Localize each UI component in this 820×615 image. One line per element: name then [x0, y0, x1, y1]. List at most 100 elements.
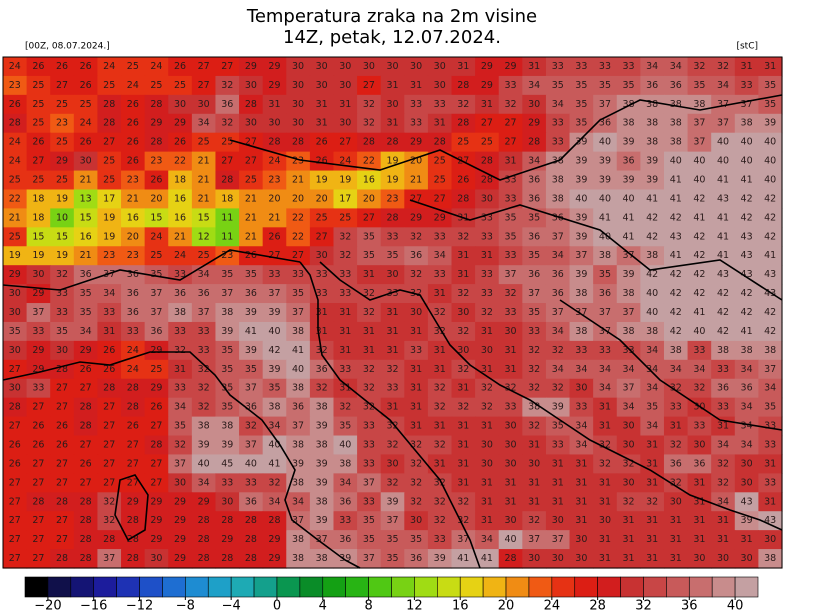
- temperature-cell: [545, 492, 571, 512]
- temperature-value: 36: [670, 458, 682, 469]
- temperature-cell: [569, 473, 594, 493]
- temperature-cell: [357, 397, 382, 418]
- temperature-cell: [215, 189, 240, 210]
- temperature-cell: [50, 113, 75, 134]
- temperature-value: 30: [245, 118, 257, 129]
- temperature-value: 42: [717, 326, 729, 337]
- temperature-cell: [333, 378, 358, 399]
- temperature-value: 21: [245, 193, 257, 204]
- temperature-value: 39: [646, 175, 658, 186]
- temperature-value: 34: [198, 477, 210, 488]
- temperature-cell: [711, 189, 736, 210]
- temperature-value: 39: [599, 175, 611, 186]
- temperature-cell: [569, 189, 594, 210]
- temperature-cell: [380, 549, 405, 569]
- temperature-value: 28: [504, 553, 516, 564]
- temperature-value: 26: [127, 137, 139, 148]
- temperature-cell: [616, 416, 641, 437]
- colorbar-swatch: [482, 576, 507, 598]
- temperature-cell: [593, 454, 618, 474]
- temperature-cell: [26, 340, 51, 361]
- temperature-value: 30: [504, 326, 516, 337]
- temperature-value: 33: [481, 231, 493, 242]
- temperature-cell: [286, 113, 311, 134]
- temperature-value: 34: [292, 496, 304, 507]
- temperature-cell: [569, 397, 594, 418]
- temperature-value: 38: [741, 345, 753, 356]
- temperature-value: 36: [80, 269, 92, 280]
- temperature-cell: [144, 492, 169, 512]
- temperature-value: 23: [9, 80, 21, 91]
- temperature-value: 27: [103, 458, 115, 469]
- temperature-value: 32: [528, 364, 540, 375]
- temperature-cell: [734, 227, 759, 247]
- temperature-cell: [758, 359, 783, 380]
- temperature-cell: [758, 454, 783, 474]
- temperature-cell: [663, 75, 689, 96]
- temperature-cell: [26, 113, 51, 134]
- temperature-cell: [380, 75, 405, 96]
- temperature-value: 31: [174, 364, 186, 375]
- temperature-value: 39: [339, 553, 351, 564]
- temperature-cell: [569, 454, 594, 474]
- temperature-cell: [50, 151, 75, 172]
- temperature-cell: [475, 189, 500, 210]
- temperature-value: 31: [552, 458, 564, 469]
- temperature-value: 29: [150, 515, 162, 526]
- temperature-value: 31: [457, 269, 469, 280]
- temperature-value: 40: [670, 156, 682, 167]
- temperature-value: 30: [504, 439, 516, 450]
- temperature-cell: [663, 397, 689, 418]
- temperature-value: 38: [764, 345, 776, 356]
- colorbar-swatch: [162, 576, 186, 598]
- temperature-value: 33: [292, 269, 304, 280]
- temperature-cell: [26, 303, 51, 323]
- temperature-value: 27: [56, 80, 68, 91]
- temperature-value: 29: [481, 61, 493, 72]
- temperature-cell: [734, 511, 759, 531]
- temperature-cell: [640, 75, 665, 96]
- temperature-value: 28: [103, 383, 115, 394]
- temperature-value: 30: [410, 515, 422, 526]
- temperature-cell: [687, 378, 712, 399]
- temperature-cell: [73, 492, 99, 512]
- temperature-cell: [687, 132, 712, 153]
- temperature-value: 30: [717, 553, 729, 564]
- temperature-cell: [168, 94, 193, 115]
- temperature-cell: [121, 265, 146, 285]
- temperature-value: 31: [504, 156, 516, 167]
- temperature-value: 33: [504, 80, 516, 91]
- temperature-cell: [404, 132, 429, 153]
- temperature-cell: [616, 75, 641, 96]
- temperature-cell: [593, 303, 618, 323]
- temperature-value: 18: [32, 212, 44, 223]
- temperature-value: 25: [32, 118, 44, 129]
- temperature-cell: [3, 492, 28, 512]
- temperature-cell: [475, 151, 500, 172]
- temperature-value: 37: [103, 553, 115, 564]
- temperature-cell: [404, 530, 429, 550]
- temperature-value: 25: [32, 80, 44, 91]
- temperature-value: 33: [32, 383, 44, 394]
- temperature-value: 32: [245, 421, 257, 432]
- temperature-value: 29: [150, 534, 162, 545]
- temperature-cell: [309, 227, 335, 247]
- temperature-value: 26: [32, 137, 44, 148]
- temperature-value: 28: [127, 515, 139, 526]
- temperature-cell: [286, 57, 311, 77]
- temperature-cell: [593, 284, 618, 304]
- temperature-value: 32: [386, 477, 398, 488]
- temperature-value: 31: [528, 477, 540, 488]
- temperature-value: 34: [741, 364, 753, 375]
- temperature-cell: [333, 246, 358, 266]
- temperature-value: 32: [599, 458, 611, 469]
- colorbar-swatch: [620, 576, 644, 598]
- temperature-cell: [545, 284, 571, 304]
- temperature-cell: [73, 227, 99, 247]
- temperature-value: 34: [552, 326, 564, 337]
- temperature-value: 21: [198, 156, 210, 167]
- temperature-value: 32: [457, 231, 469, 242]
- temperature-value: 38: [646, 137, 658, 148]
- temperature-cell: [121, 189, 146, 210]
